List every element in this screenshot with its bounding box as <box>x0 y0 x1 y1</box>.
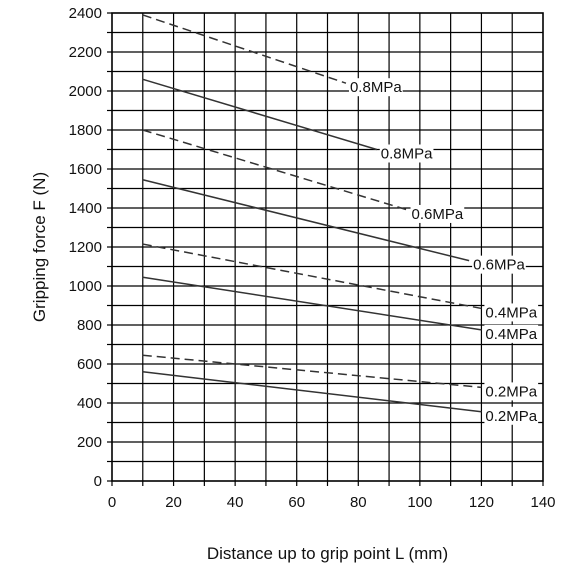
x-tick-label: 20 <box>165 494 182 511</box>
series-label-bg <box>410 204 465 223</box>
series-line-solid <box>142 78 377 151</box>
y-tick-label: 800 <box>77 317 102 334</box>
series-label-bg <box>379 144 434 163</box>
y-tick-label: 2400 <box>69 5 102 22</box>
series-line-solid <box>142 178 470 262</box>
grid <box>112 13 543 481</box>
series-labels: 0.8MPa 0.8MPa 0.6MPa 0.6MPa 0.4MPa 0.4MPa 0.2M… <box>348 78 539 425</box>
y-tick-label: 200 <box>77 434 102 451</box>
series-line-dashed <box>142 14 347 84</box>
x-tick-label: 140 <box>530 494 555 511</box>
y-tick-label: 2000 <box>69 83 102 100</box>
y-tick-label: 1600 <box>69 161 102 178</box>
x-axis-title: Distance up to grip point L (mm) <box>207 544 448 563</box>
y-tick-label: 1200 <box>69 239 102 256</box>
series-label: 0.2MPa <box>485 383 537 400</box>
series-label: 0.6MPa <box>473 257 525 274</box>
series-line-dashed <box>142 243 482 310</box>
y-axis-title: Gripping force F (N) <box>30 172 49 322</box>
y-tick-label: 1800 <box>69 122 102 139</box>
series-line-solid <box>142 276 482 331</box>
series-label-bg <box>484 382 539 401</box>
x-tick-label: 100 <box>407 494 432 511</box>
x-tick-label: 0 <box>108 494 116 511</box>
series-lines <box>142 14 482 413</box>
series-label-bg <box>484 303 539 322</box>
series-label-bg <box>484 406 539 425</box>
series-label: 0.8MPa <box>350 79 402 96</box>
y-tick-label: 1400 <box>69 200 102 217</box>
tick-labels: 0200400600800100012001400160018002000220… <box>69 5 556 511</box>
series-label-bg <box>472 255 526 274</box>
series-line-dashed <box>142 129 408 211</box>
x-tick-label: 60 <box>288 494 305 511</box>
series-label-bg <box>348 78 403 97</box>
x-tick-label: 120 <box>469 494 494 511</box>
y-tick-label: 2200 <box>69 44 102 61</box>
series-line-dashed <box>142 354 482 389</box>
series-label-bg <box>484 324 539 343</box>
axes <box>107 12 544 486</box>
series-label: 0.6MPa <box>412 206 464 223</box>
series-label: 0.8MPa <box>381 146 433 163</box>
series-line-solid <box>142 371 482 413</box>
x-tick-label: 80 <box>350 494 367 511</box>
y-tick-label: 400 <box>77 395 102 412</box>
series-label: 0.2MPa <box>485 408 537 425</box>
series-label: 0.4MPa <box>485 326 537 343</box>
series-label: 0.4MPa <box>485 304 537 321</box>
y-tick-label: 0 <box>94 473 102 490</box>
y-tick-label: 600 <box>77 356 102 373</box>
x-tick-label: 40 <box>227 494 244 511</box>
y-tick-label: 1000 <box>69 278 102 295</box>
